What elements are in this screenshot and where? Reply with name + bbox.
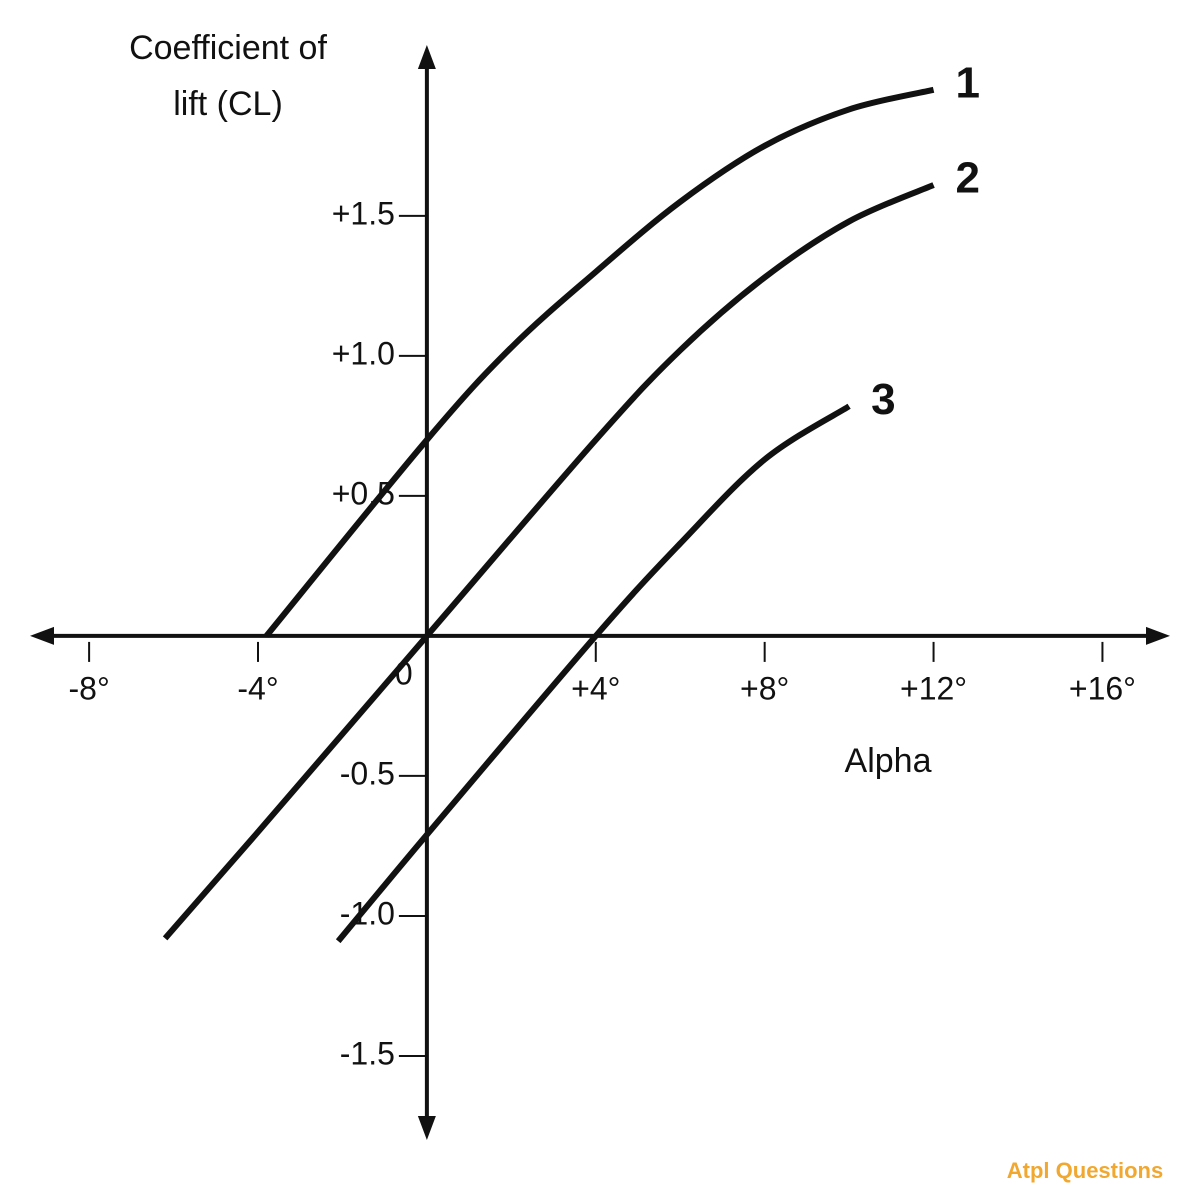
x-tick-label: +4°	[571, 670, 620, 706]
arrow	[1146, 626, 1170, 645]
x-tick-label: +8°	[740, 670, 789, 706]
series-label: 2	[956, 154, 980, 203]
series-label: 1	[956, 58, 980, 107]
x-tick-label: -8°	[68, 670, 109, 706]
arrow	[417, 45, 436, 69]
line	[335, 403, 851, 944]
x-tick-label: -4°	[237, 670, 278, 706]
y-tick-label: +1.5	[332, 195, 395, 231]
arrow	[30, 626, 54, 645]
arrow	[417, 1116, 436, 1140]
x-tick-label: +16°	[1069, 670, 1136, 706]
series-label: 3	[871, 375, 895, 424]
x-axis-label: Alpha	[845, 742, 932, 780]
watermark: Atpl Questions	[1007, 1158, 1163, 1183]
line	[162, 182, 935, 941]
y-tick-label: -1.5	[340, 1035, 395, 1071]
line	[264, 86, 935, 638]
y-axis-label: lift (CL)	[173, 85, 283, 123]
x-tick-label: +12°	[900, 670, 967, 706]
y-axis-label: Coefficient of	[129, 29, 327, 67]
y-tick-label: -0.5	[340, 755, 395, 791]
y-tick-label: +1.0	[332, 335, 395, 371]
